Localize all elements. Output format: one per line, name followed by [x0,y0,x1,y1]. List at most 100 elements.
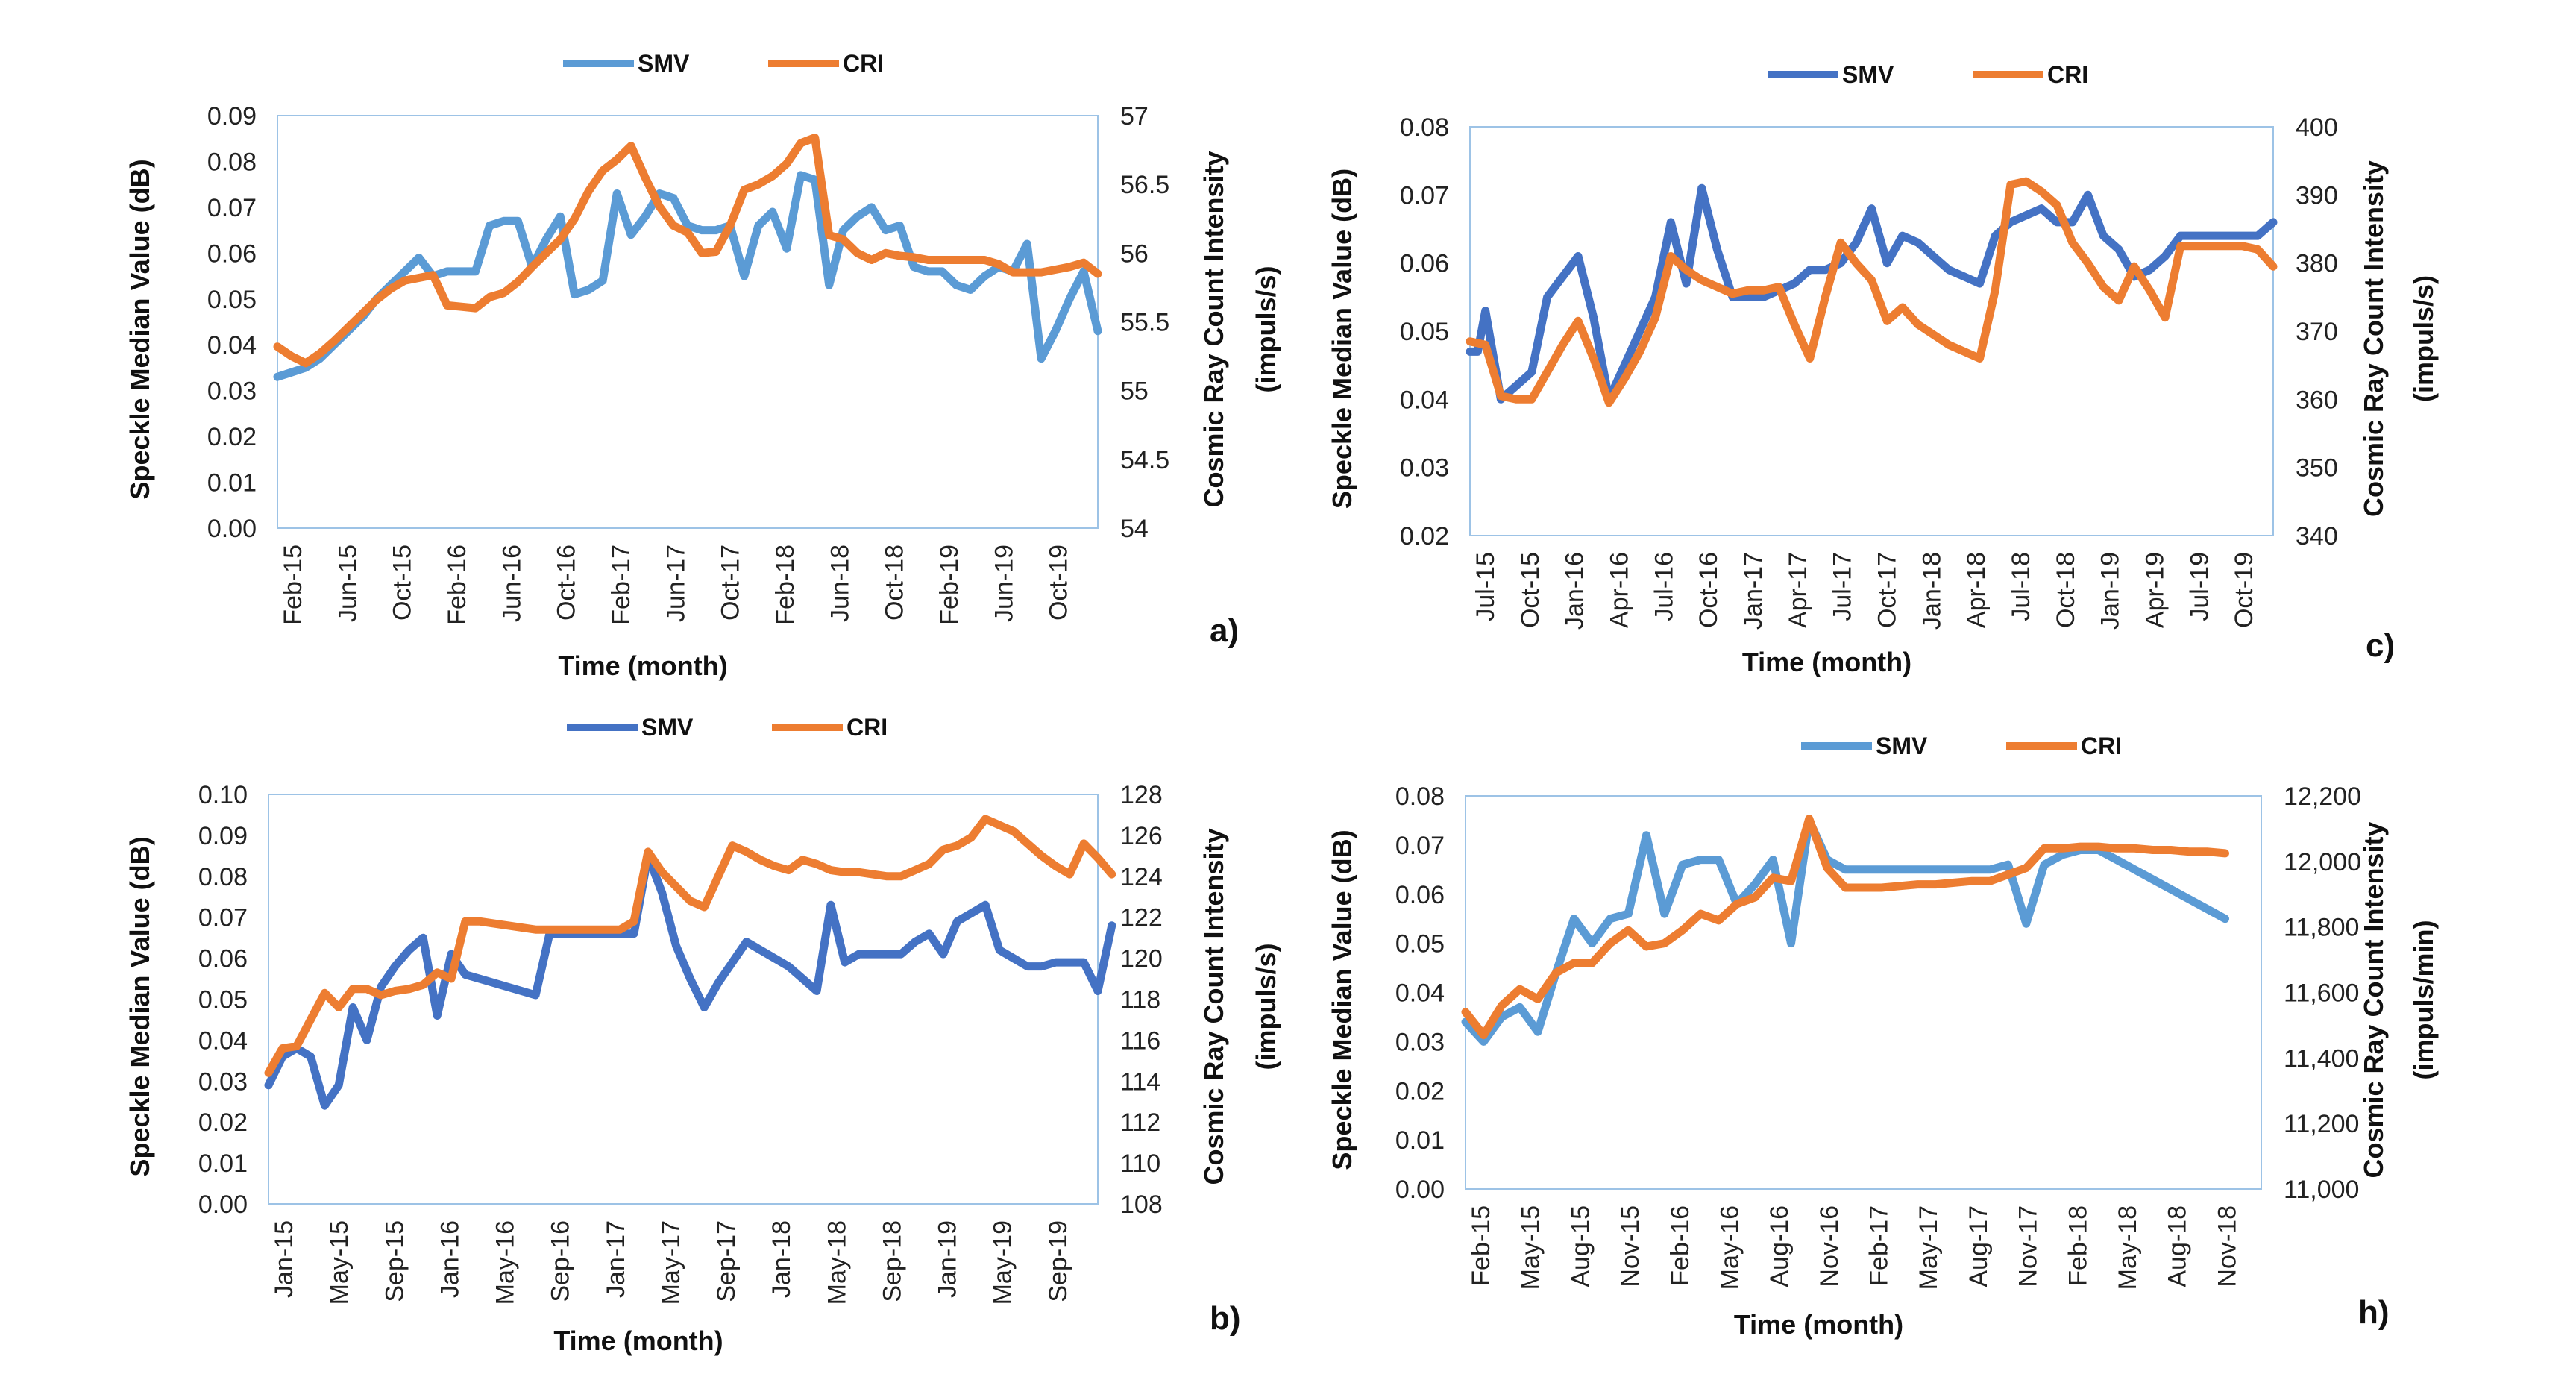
x-tick-label: Jul-18 [2007,552,2035,621]
x-tick-label: Aug-15 [1566,1205,1595,1287]
y-axis-label: Speckle Median Value (dB) [1327,829,1357,1170]
y-tick-label: 0.01 [207,469,257,498]
x-tick-label: Jul-19 [2185,552,2214,621]
x-tick-label: Feb-19 [935,545,964,625]
y-tick-label: 0.03 [207,377,257,406]
y-tick-label: 0.03 [198,1067,248,1096]
y-tick-label: 0.07 [1400,181,1449,210]
x-tick-label: May-18 [823,1220,851,1305]
x-tick-label: Jun-15 [333,545,362,622]
y-tick-label: 0.03 [1400,454,1449,483]
y2-tick-label: 390 [2296,181,2338,210]
x-axis-label: Time (month) [1742,647,1911,677]
series-line-smv [1461,816,2229,1046]
y2-tick-label: 57 [1120,102,1149,131]
y-axis-label: Speckle Median Value (dB) [125,836,155,1176]
chart-panel-c: 0.02 0.03 0.04 0.05 0.06 0.07 0.08 340 350 360 370… [1327,61,2439,677]
x-tick-label: Jan-19 [934,1220,962,1298]
y-axis-label: Speckle Median Value (dB) [1327,169,1357,509]
y-tick-label: 0.01 [1395,1126,1445,1155]
x-tick-label: May-15 [325,1220,354,1305]
series-line-smv [264,851,1116,1110]
y-tick-label: 0.07 [207,194,257,222]
y-tick-label: 0.07 [1395,832,1445,860]
x-tick-label: Jan-16 [1561,552,1589,630]
y2-tick-label: 122 [1120,904,1163,932]
y2-tick-label: 55 [1120,377,1149,406]
y2-tick-label: 108 [1120,1191,1163,1219]
x-tick-label: Feb-15 [1467,1205,1495,1286]
chart-panel-h: 0.00 0.01 0.02 0.03 0.04 0.05 0.06 0.07 0.08 11,0… [1327,733,2439,1340]
y-tick-label: 0.10 [198,781,248,809]
x-axis-label: Time (month) [1734,1309,1903,1340]
y-tick-label: 0.08 [1395,782,1445,811]
y2-tick-label: 12,000 [2284,848,2361,876]
y-tick-label: 0.00 [198,1191,248,1219]
y2-axis-label-line2: (impuls/min) [2408,920,2439,1080]
x-tick-label: Nov-17 [2014,1205,2043,1287]
x-tick-label: Jun-19 [990,545,1018,622]
x-tick-label: Oct-15 [1516,552,1545,628]
y2-tick-label: 11,200 [2284,1110,2359,1138]
series-line-cri [264,815,1116,1077]
x-tick-label: May-15 [1517,1205,1545,1290]
x-tick-label: Jul-17 [1829,552,1857,621]
x-tick-label: Apr-18 [1962,552,1991,628]
y2-axis-label-line1: Cosmic Ray Count Intensity [2358,821,2389,1178]
x-tick-label: May-18 [2114,1205,2142,1290]
y2-tick-label: 54 [1120,515,1149,543]
x-tick-label: Feb-17 [607,545,635,625]
y2-tick-label: 128 [1120,781,1163,809]
y-tick-label: 0.02 [1400,522,1449,550]
x-tick-label: Feb-16 [443,545,471,625]
y-tick-label: 0.08 [1400,113,1449,142]
x-tick-label: Aug-17 [1964,1205,1993,1287]
legend-label-cri: CRI [2047,61,2088,88]
y2-axis-label-line2: (impuls/s) [1251,943,1281,1070]
y-tick-label: 0.06 [198,945,248,973]
x-tick-label: Oct-17 [717,545,745,621]
y2-tick-label: 400 [2296,113,2338,142]
series-line-cri [1466,177,2278,407]
y-tick-label: 0.09 [207,102,257,131]
y2-tick-label: 126 [1120,822,1163,850]
y2-tick-label: 55.5 [1120,309,1169,337]
x-tick-label: Jan-17 [1739,552,1768,630]
panel-label: a) [1210,612,1239,649]
y-tick-label: 0.08 [198,863,248,891]
x-tick-label: Feb-15 [279,545,307,625]
x-tick-label: Sep-18 [878,1220,906,1302]
x-tick-label: Jan-17 [602,1220,630,1298]
x-tick-label: Jul-16 [1650,552,1678,621]
y2-tick-label: 54.5 [1120,446,1169,474]
y-tick-label: 0.02 [207,423,257,451]
y2-tick-label: 360 [2296,386,2338,414]
y2-tick-label: 120 [1120,945,1163,973]
x-tick-label: May-17 [1914,1205,1943,1290]
y2-tick-label: 11,000 [2284,1176,2359,1204]
y-tick-label: 0.05 [1395,930,1445,959]
chart-panel-b: 0.00 0.01 0.02 0.03 0.04 0.05 0.06 0.07 0.08 0.09… [125,714,1281,1356]
y-axis-label: Speckle Median Value (dB) [125,159,155,499]
x-tick-label: Nov-18 [2213,1205,2241,1287]
x-tick-label: Apr-16 [1606,552,1634,628]
legend-label-smv: SMV [638,50,690,77]
x-tick-label: Jun-18 [826,545,854,622]
x-tick-label: Sep-15 [380,1220,409,1302]
x-tick-label: Jan-18 [1917,552,1946,630]
x-tick-label: Aug-18 [2164,1205,2192,1287]
x-tick-label: Oct-19 [2230,552,2258,628]
y-tick-label: 0.05 [207,286,257,314]
y2-tick-label: 56 [1120,239,1149,268]
y-tick-label: 0.04 [1400,386,1449,414]
x-tick-label: Oct-19 [1045,545,1073,621]
y-tick-label: 0.04 [207,331,257,360]
x-tick-label: Oct-15 [389,545,417,621]
series-line-cri [273,134,1102,368]
y2-tick-label: 380 [2296,250,2338,278]
y2-tick-label: 124 [1120,863,1163,891]
y2-axis-label-line2: (impuls/s) [2408,275,2439,402]
legend-label-smv: SMV [1842,61,1894,88]
x-tick-label: Oct-16 [1694,552,1723,628]
y-tick-label: 0.02 [1395,1077,1445,1105]
